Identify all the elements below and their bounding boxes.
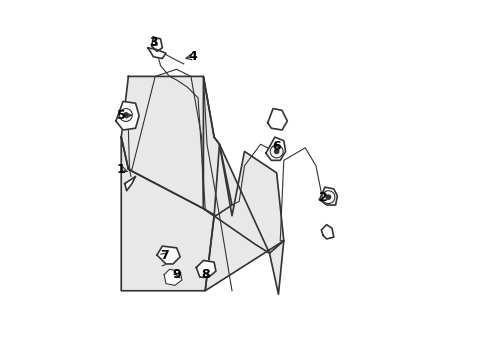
Circle shape [274, 149, 278, 154]
Text: 3: 3 [149, 36, 158, 49]
Polygon shape [124, 176, 135, 191]
Polygon shape [321, 225, 333, 239]
Circle shape [119, 109, 132, 121]
Polygon shape [265, 137, 285, 160]
Text: 2: 2 [318, 192, 327, 204]
Text: 6: 6 [272, 140, 281, 153]
Circle shape [325, 195, 330, 199]
Text: 9: 9 [172, 268, 181, 281]
Text: 8: 8 [201, 268, 209, 281]
Polygon shape [121, 76, 231, 216]
Polygon shape [319, 187, 337, 205]
Polygon shape [151, 37, 162, 51]
Polygon shape [203, 76, 283, 253]
Circle shape [322, 191, 334, 203]
Text: 7: 7 [160, 248, 168, 261]
Circle shape [123, 113, 128, 117]
Text: 1: 1 [117, 163, 125, 176]
Polygon shape [148, 48, 165, 59]
Polygon shape [157, 246, 180, 264]
Circle shape [270, 145, 283, 158]
Polygon shape [196, 260, 216, 277]
Polygon shape [121, 137, 214, 291]
Text: 5: 5 [117, 109, 125, 122]
Polygon shape [205, 144, 283, 294]
Polygon shape [267, 109, 287, 130]
Polygon shape [164, 269, 182, 285]
Text: 4: 4 [188, 50, 197, 63]
Polygon shape [116, 102, 139, 130]
